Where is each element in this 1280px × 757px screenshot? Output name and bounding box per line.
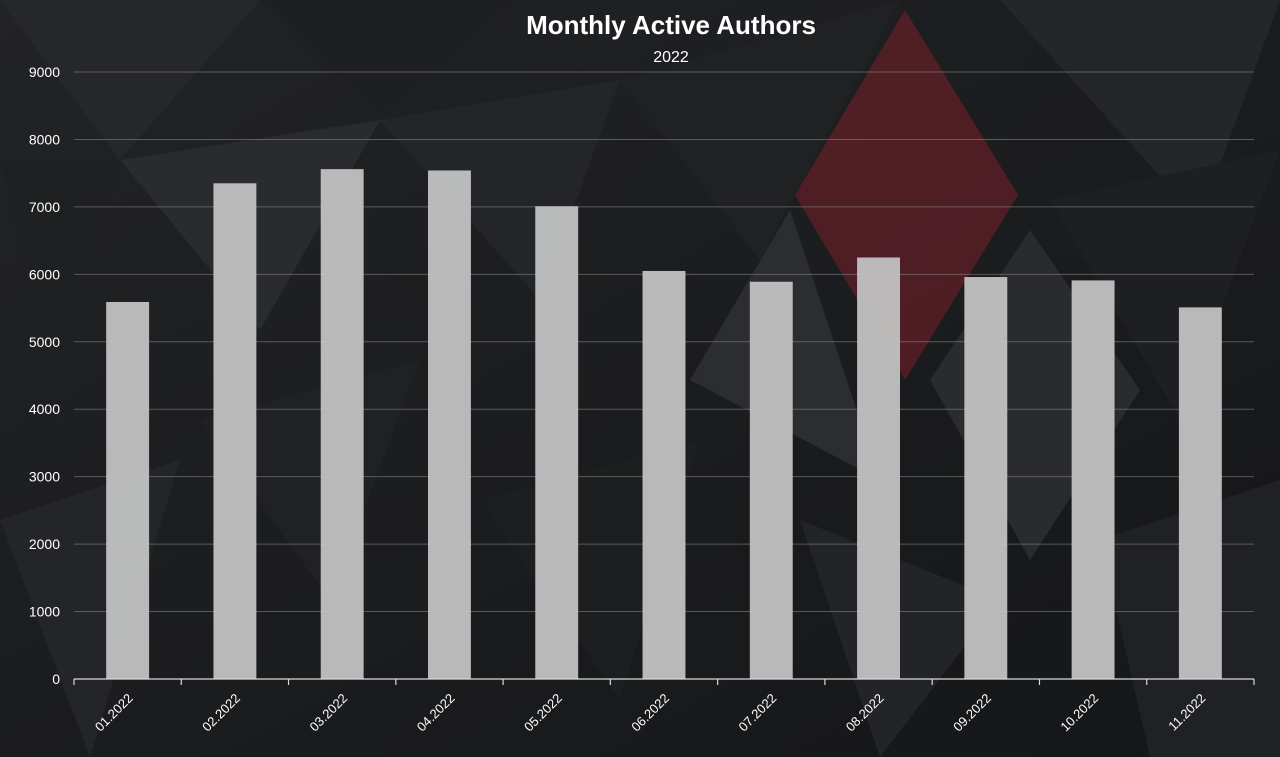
bar-03.2022 — [320, 169, 364, 679]
y-tick-label: 5000 — [29, 334, 60, 350]
bar-10.2022 — [1071, 280, 1115, 679]
bar-07.2022 — [749, 281, 793, 679]
bars — [106, 169, 1222, 680]
bar-09.2022 — [964, 277, 1008, 679]
bar-01.2022 — [106, 301, 150, 679]
bar-04.2022 — [428, 170, 471, 680]
axes — [73, 678, 1255, 685]
y-tick-label: 3000 — [29, 469, 60, 485]
chart-subtitle: 2022 — [653, 49, 689, 66]
y-tick-label: 4000 — [29, 401, 60, 417]
y-tick-label: 6000 — [29, 266, 60, 282]
bar-11.2022 — [1178, 307, 1222, 679]
y-tick-label: 7000 — [29, 199, 60, 215]
chart-title: Monthly Active Authors — [526, 10, 816, 40]
bar-02.2022 — [213, 183, 257, 680]
y-tick-label: 9000 — [29, 64, 60, 80]
y-tick-label: 2000 — [29, 536, 60, 552]
diamond-logo-shape — [795, 10, 1018, 380]
y-tick-label: 0 — [52, 671, 60, 687]
y-axis-tick-labels: 0 1000 2000 3000 4000 5000 6000 7000 8000 9000 — [29, 64, 60, 687]
bar-05.2022 — [535, 206, 579, 679]
bar-06.2022 — [642, 270, 686, 679]
bar-08.2022 — [857, 257, 900, 679]
y-tick-label: 1000 — [29, 604, 60, 620]
y-tick-label: 8000 — [29, 131, 60, 147]
